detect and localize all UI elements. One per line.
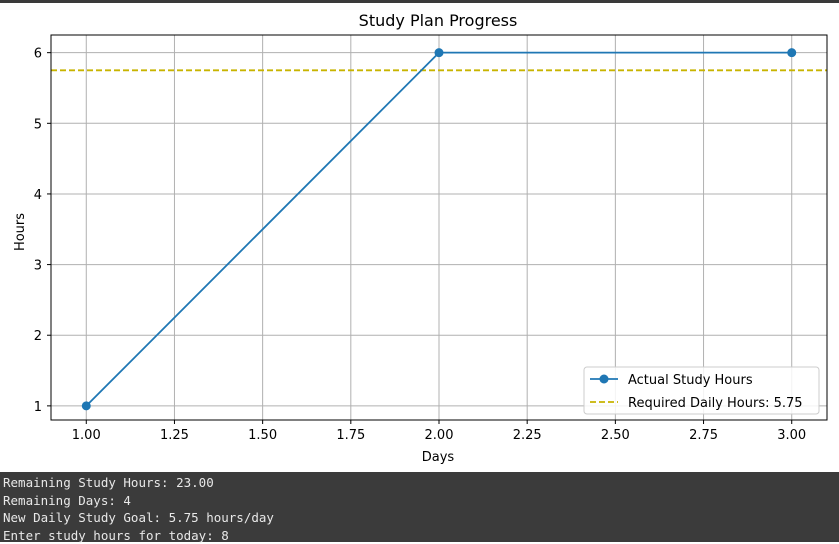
actual-hours-point xyxy=(787,48,796,57)
console-line: Remaining Study Hours: 23.00 xyxy=(3,474,839,492)
legend-required-label: Required Daily Hours: 5.75 xyxy=(628,396,803,411)
x-axis-ticks: 1.00 1.25 1.50 1.75 2.00 2.25 2.50 2.75 3.00 xyxy=(72,420,806,443)
x-tick-label: 2.75 xyxy=(689,428,718,443)
y-tick-label: 2 xyxy=(34,329,42,344)
console-line: Remaining Days: 4 xyxy=(3,492,839,510)
y-tick-label: 1 xyxy=(34,400,42,415)
console-output: Remaining Study Hours: 23.00 Remaining D… xyxy=(0,472,839,542)
legend-actual-marker-swatch xyxy=(600,375,609,384)
console-line: Enter study hours for today: 8 xyxy=(3,527,839,544)
chart-svg: Study Plan Progress 1.00 1.25 1.50 1.75 2.00… xyxy=(0,3,839,472)
x-axis-label: Days xyxy=(422,450,455,465)
x-tick-label: 3.00 xyxy=(777,428,806,443)
actual-hours-point xyxy=(82,401,91,410)
y-axis-label: Hours xyxy=(13,213,28,251)
x-tick-label: 2.25 xyxy=(513,428,542,443)
plot-area: Study Plan Progress 1.00 1.25 1.50 1.75 2.00… xyxy=(0,3,839,472)
y-tick-label: 3 xyxy=(34,259,42,274)
grid-lines xyxy=(51,35,827,420)
x-tick-label: 1.00 xyxy=(72,428,101,443)
x-tick-label: 1.25 xyxy=(160,428,189,443)
chart-title: Study Plan Progress xyxy=(359,11,518,30)
actual-hours-point xyxy=(435,48,444,57)
y-tick-label: 6 xyxy=(34,47,42,62)
x-tick-label: 1.75 xyxy=(336,428,365,443)
legend-actual-label: Actual Study Hours xyxy=(628,373,753,388)
y-tick-label: 5 xyxy=(34,117,42,132)
x-tick-label: 1.50 xyxy=(248,428,277,443)
x-tick-label: 2.00 xyxy=(425,428,454,443)
console-line: New Daily Study Goal: 5.75 hours/day xyxy=(3,509,839,527)
legend: Actual Study Hours Required Daily Hours:… xyxy=(584,367,819,414)
x-tick-label: 2.50 xyxy=(601,428,630,443)
y-tick-label: 4 xyxy=(34,188,42,203)
y-axis-ticks: 1 2 3 4 5 6 xyxy=(34,47,51,415)
